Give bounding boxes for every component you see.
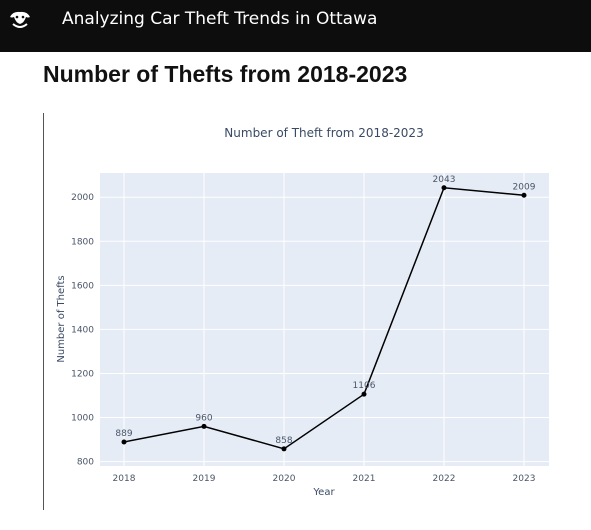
line-chart: Number of Theft from 2018-2023 800 1000 12… xyxy=(56,126,549,498)
series-line xyxy=(123,186,525,450)
data-label: 2009 xyxy=(513,182,536,192)
app-title: Analyzing Car Theft Trends in Ottawa xyxy=(62,9,378,29)
data-point[interactable] xyxy=(521,192,527,198)
chart-title: Number of Theft from 2018-2023 xyxy=(224,126,423,140)
x-tick-label: 2018 xyxy=(113,474,136,484)
data-point[interactable] xyxy=(201,423,207,429)
grid-lines xyxy=(100,173,549,466)
data-label: 858 xyxy=(275,436,292,446)
y-tick-label: 1800 xyxy=(71,237,94,247)
y-tick-label: 1200 xyxy=(71,369,94,379)
y-tick-label: 1400 xyxy=(71,325,94,335)
x-tick-label: 2023 xyxy=(513,474,536,484)
y-axis-ticks: 800 1000 1200 1400 1600 1800 2000 xyxy=(71,193,94,467)
y-tick-label: 2000 xyxy=(71,193,94,203)
data-point[interactable] xyxy=(121,439,127,445)
data-point[interactable] xyxy=(281,446,287,452)
y-tick-label: 1000 xyxy=(71,414,94,424)
data-label: 2043 xyxy=(433,175,456,185)
brand-logo-icon[interactable] xyxy=(7,9,33,31)
y-axis-title: Number of Thefts xyxy=(56,275,67,362)
x-tick-label: 2021 xyxy=(353,474,376,484)
data-point[interactable] xyxy=(441,185,447,191)
x-tick-label: 2020 xyxy=(273,474,296,484)
data-labels: 889 960 858 1106 2043 2009 xyxy=(115,175,535,446)
data-point[interactable] xyxy=(361,391,367,397)
x-axis-title: Year xyxy=(312,487,335,498)
x-tick-label: 2019 xyxy=(193,474,216,484)
x-tick-label: 2022 xyxy=(433,474,456,484)
data-label: 1106 xyxy=(353,381,376,391)
y-tick-label: 800 xyxy=(77,458,94,468)
app-header: Analyzing Car Theft Trends in Ottawa xyxy=(0,0,591,52)
data-points xyxy=(121,185,527,452)
page-title: Number of Thefts from 2018-2023 xyxy=(43,61,408,87)
section-divider xyxy=(43,113,44,510)
data-label: 889 xyxy=(115,429,132,439)
x-axis-ticks: 2018 2019 2020 2021 2022 2023 xyxy=(113,474,536,484)
data-label: 960 xyxy=(195,413,212,423)
y-tick-label: 1600 xyxy=(71,281,94,291)
